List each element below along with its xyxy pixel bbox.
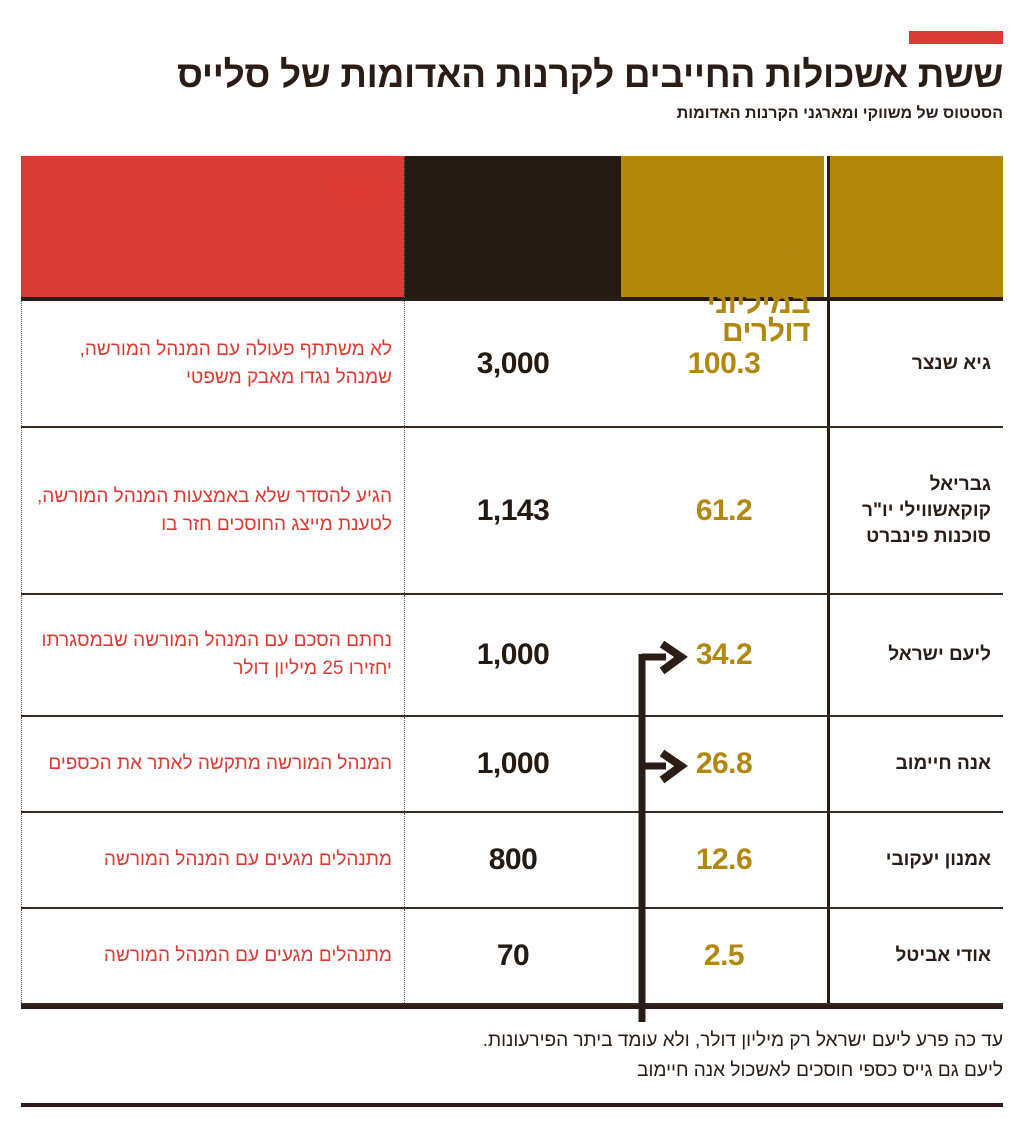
cell-name-text: אודי אביטל bbox=[895, 945, 991, 966]
cell-savers-text: 3,000 bbox=[476, 346, 550, 380]
cell-savers: 1,000 bbox=[404, 595, 621, 715]
cell-status-text: נחתם הסכם עם המנהל המורשה שבמסגרתו יחזיר… bbox=[41, 630, 392, 679]
cell-name-text: ליעם ישראל bbox=[888, 644, 991, 665]
data-table: הסכום שגייסו מחוסכי סלייס במיליוני דולרי… bbox=[21, 156, 1003, 1009]
table-row: ליעם ישראל 34.2 1,000 נחתם הסכם עם המנהל המ… bbox=[21, 595, 1003, 717]
cell-savers-text: 1,143 bbox=[476, 493, 550, 527]
cell-amount-text: 2.5 bbox=[703, 939, 745, 972]
cell-savers-text: 800 bbox=[488, 843, 538, 876]
table-bottom-rule bbox=[21, 1005, 1003, 1009]
cell-status: לא משתתף פעולה עם המנהל המורשה, שמנהל נג… bbox=[21, 301, 404, 426]
cell-amount-text: 100.3 bbox=[687, 346, 761, 380]
cell-amount-text: 61.2 bbox=[695, 493, 753, 527]
cell-amount: 61.2 bbox=[621, 428, 827, 593]
cell-savers: 3,000 bbox=[404, 301, 621, 426]
column-header-name bbox=[827, 156, 1003, 297]
table-row: גיא שנצר 100.3 3,000 לא משתתף פעולה עם המנה… bbox=[21, 301, 1003, 428]
cell-amount: 26.8 bbox=[621, 717, 827, 811]
title-block: ששת אשכולות החייבים לקרנות האדומות של סל… bbox=[21, 52, 1003, 124]
cell-amount-text: 34.2 bbox=[695, 638, 753, 671]
cell-name-text: אנה חיימוב bbox=[895, 753, 991, 774]
cell-name-text: גבריאל קוקאשווילי יו"ר סוכנות פינברט bbox=[862, 473, 991, 547]
cell-amount: 34.2 bbox=[621, 595, 827, 715]
cell-name: גבריאל קוקאשווילי יו"ר סוכנות פינברט bbox=[827, 428, 1003, 593]
cell-status-text: לא משתתף פעולה עם המנהל המורשה, שמנהל נג… bbox=[79, 338, 392, 388]
cell-status-text: הגיע להסדר שלא באמצעות המנהל המורשה, לטע… bbox=[37, 485, 392, 535]
cell-amount: 12.6 bbox=[621, 813, 827, 907]
table-grid: הסכום שגייסו מחוסכי סלייס במיליוני דולרי… bbox=[21, 156, 1003, 1009]
cell-savers: 70 bbox=[404, 909, 621, 1003]
table-row: אמנון יעקובי 12.6 800 מתנהלים מגעים עם המנה… bbox=[21, 813, 1003, 909]
cell-name: אמנון יעקובי bbox=[827, 813, 1003, 907]
column-header-amount: הסכום שגייסו מחוסכי סלייס במיליוני דולרי… bbox=[621, 156, 827, 347]
page-subtitle: הסטטוס של משווקי ומארגני הקרנות האדומות bbox=[676, 105, 1003, 122]
cell-status-text: המנהל המורשה מתקשה לאתר את הכספים bbox=[48, 753, 392, 774]
table-row: אודי אביטל 2.5 70 מתנהלים מגעים עם המנהל המ… bbox=[21, 909, 1003, 1005]
cell-savers-text: 1,000 bbox=[476, 638, 550, 671]
footnote-line-2: ליעם גם גייס כספי חוסכים לאשכול אנה חיימ… bbox=[637, 1060, 1003, 1081]
cell-name: אודי אביטל bbox=[827, 909, 1003, 1003]
footer-rule bbox=[21, 1103, 1003, 1107]
cell-name-text: אמנון יעקובי bbox=[885, 849, 991, 870]
header-underline bbox=[21, 297, 1003, 301]
table-row: גבריאל קוקאשווילי יו"ר סוכנות פינברט 61.2… bbox=[21, 428, 1003, 595]
cell-name-text: גיא שנצר bbox=[911, 352, 991, 374]
cell-amount: 2.5 bbox=[621, 909, 827, 1003]
cell-status: מתנהלים מגעים עם המנהל המורשה bbox=[21, 813, 404, 907]
cell-status-text: מתנהלים מגעים עם המנהל המורשה bbox=[103, 849, 392, 870]
cell-savers-text: 1,000 bbox=[476, 747, 550, 780]
table-row: אנה חיימוב 26.8 1,000 המנהל המורשה מתקשה לא… bbox=[21, 717, 1003, 813]
cell-savers-text: 70 bbox=[496, 939, 530, 972]
cell-status: המנהל המורשה מתקשה לאתר את הכספים bbox=[21, 717, 404, 811]
cell-savers: 800 bbox=[404, 813, 621, 907]
footnote-line-1: עד כה פרע ליעם ישראל רק מיליון דולר, ולא… bbox=[482, 1030, 1003, 1051]
cell-status-text: מתנהלים מגעים עם המנהל המורשה bbox=[103, 945, 392, 966]
page-title: ששת אשכולות החייבים לקרנות האדומות של סל… bbox=[177, 54, 1003, 95]
cell-name: גיא שנצר bbox=[827, 301, 1003, 426]
table-header-row: הסכום שגייסו מחוסכי סלייס במיליוני דולרי… bbox=[21, 156, 1003, 347]
cell-savers: 1,000 bbox=[404, 717, 621, 811]
cell-amount-text: 12.6 bbox=[695, 843, 753, 876]
cell-status: הגיע להסדר שלא באמצעות המנהל המורשה, לטע… bbox=[21, 428, 404, 593]
cell-amount: 100.3 bbox=[621, 301, 827, 426]
cell-savers: 1,143 bbox=[404, 428, 621, 593]
cell-amount-text: 26.8 bbox=[695, 747, 753, 780]
top-accent-bar bbox=[909, 31, 1003, 44]
footnote: עד כה פרע ליעם ישראל רק מיליון דולר, ולא… bbox=[21, 1026, 1003, 1086]
cell-status: מתנהלים מגעים עם המנהל המורשה bbox=[21, 909, 404, 1003]
cell-name: אנה חיימוב bbox=[827, 717, 1003, 811]
cell-status: נחתם הסכם עם המנהל המורשה שבמסגרתו יחזיר… bbox=[21, 595, 404, 715]
table-body: גיא שנצר 100.3 3,000 לא משתתף פעולה עם המנה… bbox=[21, 301, 1003, 1005]
column-header-status: סטטוס bbox=[21, 156, 404, 297]
cell-name: ליעם ישראל bbox=[827, 595, 1003, 715]
column-header-savers: מספר חוסכים שמהם גוייס הכסף bbox=[404, 156, 621, 297]
